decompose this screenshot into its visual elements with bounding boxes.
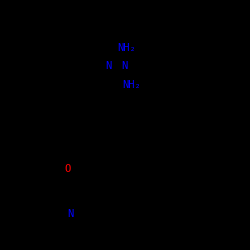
Text: NH₂: NH₂ bbox=[122, 80, 141, 90]
Text: NH₂: NH₂ bbox=[117, 43, 136, 53]
Text: N: N bbox=[106, 61, 112, 71]
Text: O: O bbox=[64, 164, 70, 174]
Text: N: N bbox=[121, 61, 127, 71]
Text: N: N bbox=[68, 209, 74, 219]
